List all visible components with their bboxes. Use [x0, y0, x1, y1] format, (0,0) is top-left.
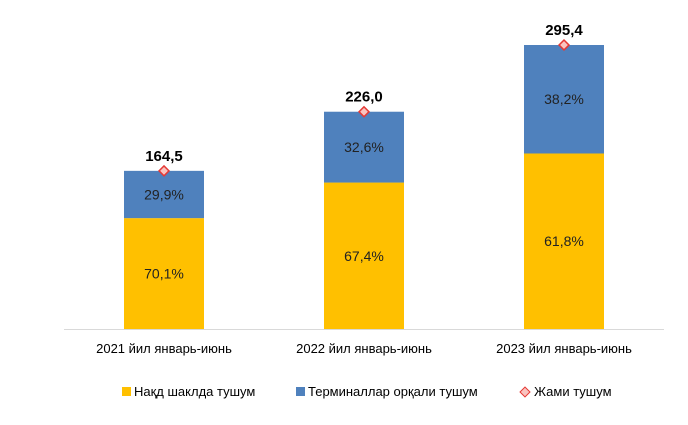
total-marker-1: [157, 164, 171, 177]
segment-label-terminal-2: 32,6%: [344, 139, 384, 155]
legend-swatch-cash: [122, 387, 131, 396]
legend-diamond-total: [519, 385, 531, 398]
segment-label-cash-2: 67,4%: [344, 248, 384, 264]
total-label-3: 295,4: [545, 22, 583, 39]
legend-label-cash: Нақд шаклда тушум: [134, 384, 256, 399]
bar-segment-terminal-3: [524, 45, 604, 154]
legend-swatch-terminal: [296, 387, 305, 396]
legend: Нақд шаклда тушум Терминаллар орқали туш…: [0, 384, 688, 404]
segment-label-terminal-1: 29,9%: [144, 186, 184, 202]
legend-label-terminal: Терминаллар орқали тушум: [308, 384, 478, 399]
legend-label-total: Жами тушум: [534, 384, 612, 399]
x-tick-label-3: 2023 йил январь-июнь: [496, 341, 632, 356]
x-tick-label-1: 2021 йил январь-июнь: [96, 341, 232, 356]
segment-label-cash-3: 61,8%: [544, 233, 584, 249]
total-marker-2: [357, 105, 371, 118]
bar-segment-cash-2: [324, 182, 404, 329]
bar-segment-terminal-2: [324, 111, 404, 183]
bar-segment-cash-3: [524, 153, 604, 329]
segment-label-cash-1: 70,1%: [144, 266, 184, 282]
x-tick-label-2: 2022 йил январь-июнь: [296, 341, 432, 356]
legend-item-cash: Нақд шаклда тушум: [122, 384, 255, 399]
legend-item-total: Жами тушум: [519, 384, 612, 399]
total-label-1: 164,5: [145, 148, 183, 165]
legend-item-terminal: Терминаллар орқали тушум: [296, 384, 478, 399]
total-label-2: 226,0: [345, 89, 383, 106]
bar-segment-cash-1: [124, 218, 204, 329]
bar-segment-terminal-1: [124, 170, 204, 219]
total-marker-3: [557, 38, 571, 52]
segment-label-terminal-3: 38,2%: [544, 91, 584, 107]
